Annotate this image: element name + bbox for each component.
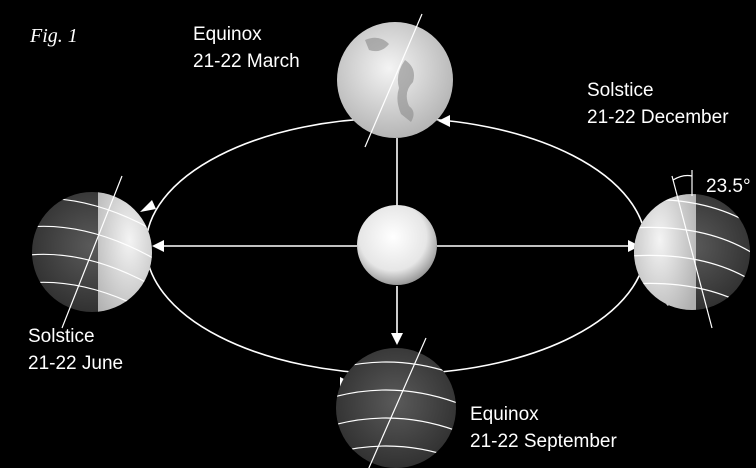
node-date: 21-22 March xyxy=(193,51,300,72)
node-date: 21-22 June xyxy=(28,353,123,374)
node-title: Solstice xyxy=(587,80,654,101)
tilt-label: 23.5° xyxy=(706,176,751,197)
sun xyxy=(357,205,437,285)
node-title: Solstice xyxy=(28,326,95,347)
node-date: 21-22 September xyxy=(470,431,617,452)
node-title: Equinox xyxy=(470,404,539,425)
figure-label: Fig. 1 xyxy=(29,25,78,47)
diagram: Fig. 1 Equinox 21-22 March Solstice 21-2… xyxy=(0,0,756,468)
node-title: Equinox xyxy=(193,24,262,45)
node-date: 21-22 December xyxy=(587,107,729,128)
